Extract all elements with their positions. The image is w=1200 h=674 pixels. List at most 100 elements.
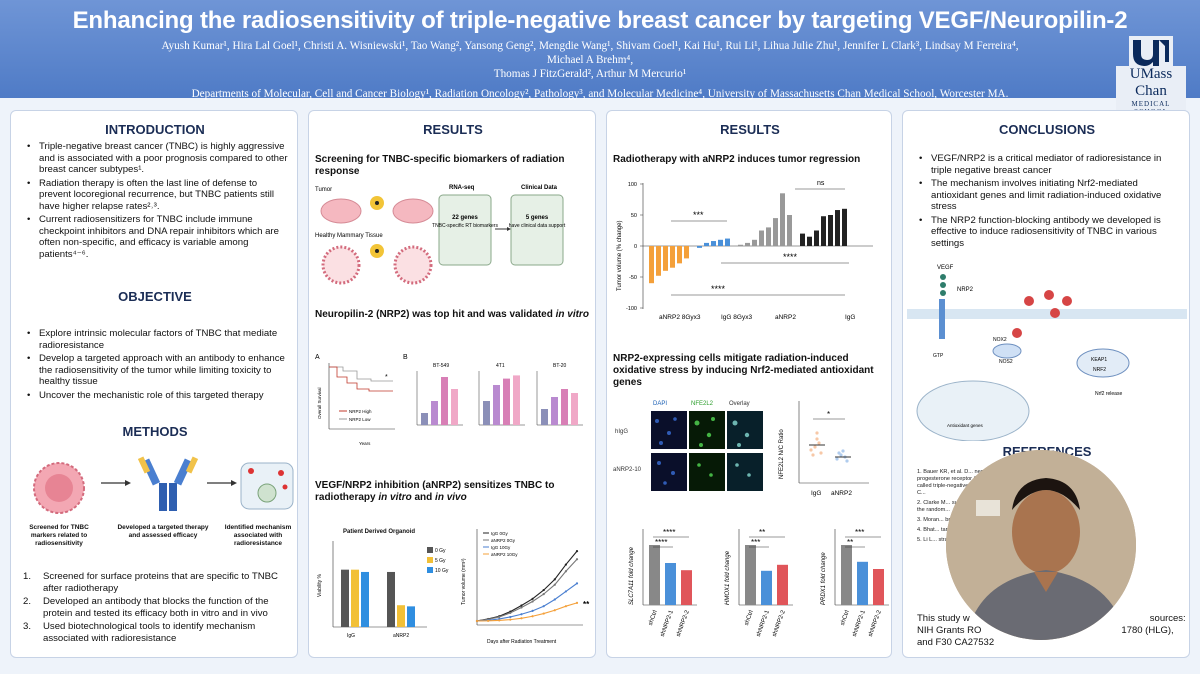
radiation-icon xyxy=(370,244,384,258)
tv-point xyxy=(520,613,523,616)
clinical-desc: have clinical data support xyxy=(509,223,566,229)
km-low-line xyxy=(329,366,393,382)
tv-point xyxy=(564,563,567,566)
fold-sig: *** xyxy=(855,528,864,537)
author-list: Ayush Kumar¹, Hira Lal Goel¹, Christi A.… xyxy=(0,35,1200,81)
vegf-label: VEGF xyxy=(937,265,954,271)
nrp2-label: NRP2 xyxy=(957,287,974,293)
reference-item: 3. Moran... breast canc... xyxy=(917,517,979,523)
presenter-avatar-icon xyxy=(946,450,1136,640)
conclusions-list: VEGF/NRP2 is a critical mediator of radi… xyxy=(915,153,1181,251)
tumor-label: Tumor xyxy=(315,187,332,193)
fold-bar xyxy=(649,545,660,605)
tumor-cell-icon xyxy=(33,462,85,514)
wf-tick-label: 100 xyxy=(628,182,637,188)
methods-caption-2: Developed a targeted therapy and assesse… xyxy=(117,524,209,539)
nrf2-label: NRF2 xyxy=(1093,367,1106,373)
wf-tick-label: -50 xyxy=(629,275,637,281)
km-xlabel: Years xyxy=(359,441,371,446)
panel-bt549: BT-549 xyxy=(433,363,449,369)
anrp2-subtitle: VEGF/NRP2 inhibition (aNRP2) sensitizes … xyxy=(315,480,555,503)
nrp2-bar xyxy=(513,375,520,425)
panel-results-1: RESULTS Screening for TNBC-specific biom… xyxy=(308,110,596,658)
waterfall-bar xyxy=(759,230,764,246)
organoid-category: aNRP2 xyxy=(393,633,409,639)
tv-point xyxy=(509,618,512,621)
tv-ylabel: Tumor volume (mm³) xyxy=(461,558,467,605)
tv-point xyxy=(553,609,556,612)
cell-membrane xyxy=(907,309,1187,319)
conclusions-heading: CONCLUSIONS xyxy=(998,122,1096,137)
waterfall-bar xyxy=(656,246,661,276)
intro-list: Triple-negative breast cancer (TNBC) is … xyxy=(23,141,289,262)
km-legend-low: NRP2 Low xyxy=(349,417,371,422)
nox2-label: NOX2 xyxy=(993,337,1007,343)
clinical-count: 5 genes xyxy=(526,215,549,221)
waterfall-bar xyxy=(704,242,709,246)
objective-list: Explore intrinsic molecular factors of T… xyxy=(23,328,289,403)
tv-point xyxy=(498,619,501,622)
waterfall-bar xyxy=(780,193,785,246)
tv-point xyxy=(509,611,512,615)
fold-group-label: shCtrl xyxy=(744,610,755,627)
nrp2-subtitle: Neuropilin-2 (NRP2) was top hit and was … xyxy=(315,309,589,320)
nrf2-release-label: Nrf2 release xyxy=(1095,391,1122,397)
regression-subtitle: Radiotherapy with aNRP2 induces tumor re… xyxy=(613,154,861,165)
panel-introduction: INTRODUCTION Triple-negative breast canc… xyxy=(10,110,298,658)
organoid-legend-label: 5 Gy xyxy=(435,558,446,564)
tv-point xyxy=(498,615,501,619)
cell-dots-overlay xyxy=(655,417,751,485)
methods-step: 3. Used biotechnological tools to identif… xyxy=(23,621,256,644)
nfe2l2-ratio-chart: NFE2L2 N/C Ratio * IgG aNRP2 xyxy=(779,401,869,497)
fold-group-label: shNRP2-1 xyxy=(852,609,867,638)
anrp2-points xyxy=(835,449,849,463)
waterfall-bar xyxy=(745,242,750,246)
nrp2-bar xyxy=(483,401,490,425)
methods-heading: METHODS xyxy=(122,424,188,439)
col-overlay: Overlay xyxy=(729,401,750,407)
poster-title: Enhancing the radiosensitivity of triple… xyxy=(72,7,1128,34)
xlabel-igg: IgG xyxy=(845,314,855,321)
tv-significance: ** xyxy=(583,600,590,609)
tv-point xyxy=(553,578,556,581)
fold-group-label: shCtrl xyxy=(840,610,851,627)
micrograph-dapi-anrp2 xyxy=(651,453,687,491)
tv-point xyxy=(564,590,567,593)
methods-workflow-diagram xyxy=(33,456,294,514)
ratio-xlabel-anrp2: aNRP2 xyxy=(831,490,852,497)
organoid-bar xyxy=(387,571,395,627)
panel-bt20: BT-20 xyxy=(553,363,567,369)
tv-point xyxy=(553,583,556,586)
waterfall-chart: Tumor volume (% change) 100 50 0 -50 -100 **… xyxy=(617,180,873,321)
mechanism-cell-icon xyxy=(240,462,294,510)
waterfall-bar xyxy=(828,215,833,246)
intro-bullet: Current radiosensitizers for TNBC includ… xyxy=(23,214,289,260)
tv-point xyxy=(575,550,579,553)
tv-point xyxy=(553,598,556,601)
wf-tick-label: 0 xyxy=(634,244,637,250)
methods-steps: 1. Screened for surface proteins that are… xyxy=(23,571,289,646)
oxidative-subtitle: NRP2-expressing cells mitigate radiation… xyxy=(613,353,874,388)
waterfall-bar xyxy=(787,215,792,246)
tv-point xyxy=(575,601,579,604)
sig-group-2: **** xyxy=(783,252,798,262)
micrograph-dapi-higg xyxy=(651,411,687,449)
organoid-legend-label: 0 Gy xyxy=(435,548,446,554)
intro-bullet: Radiation therapy is often the last line… xyxy=(23,178,289,213)
nos2-icon xyxy=(992,343,1022,359)
fold-sig: **** xyxy=(663,528,675,537)
logo-mark-icon xyxy=(1129,36,1173,66)
organoid-ylabel: Viability % xyxy=(317,573,323,597)
legend-swatch xyxy=(427,547,433,553)
organoid-bar-chart: Viability % IgG aNRP2 0 Gy 5 Gy 10 Gy xyxy=(317,541,449,639)
waterfall-bar xyxy=(663,246,668,271)
col-dapi: DAPI xyxy=(653,401,668,407)
organoid-bar xyxy=(361,571,369,627)
nrp2-bar-panels xyxy=(416,371,583,426)
tv-series-line xyxy=(476,602,578,622)
fold-bar xyxy=(665,563,676,605)
tv-point xyxy=(575,582,579,585)
antioxidant-label: Antioxidant genes xyxy=(947,423,984,428)
col-nfe2l2: NFE2L2 xyxy=(691,401,714,407)
waterfall-bar xyxy=(738,244,743,246)
